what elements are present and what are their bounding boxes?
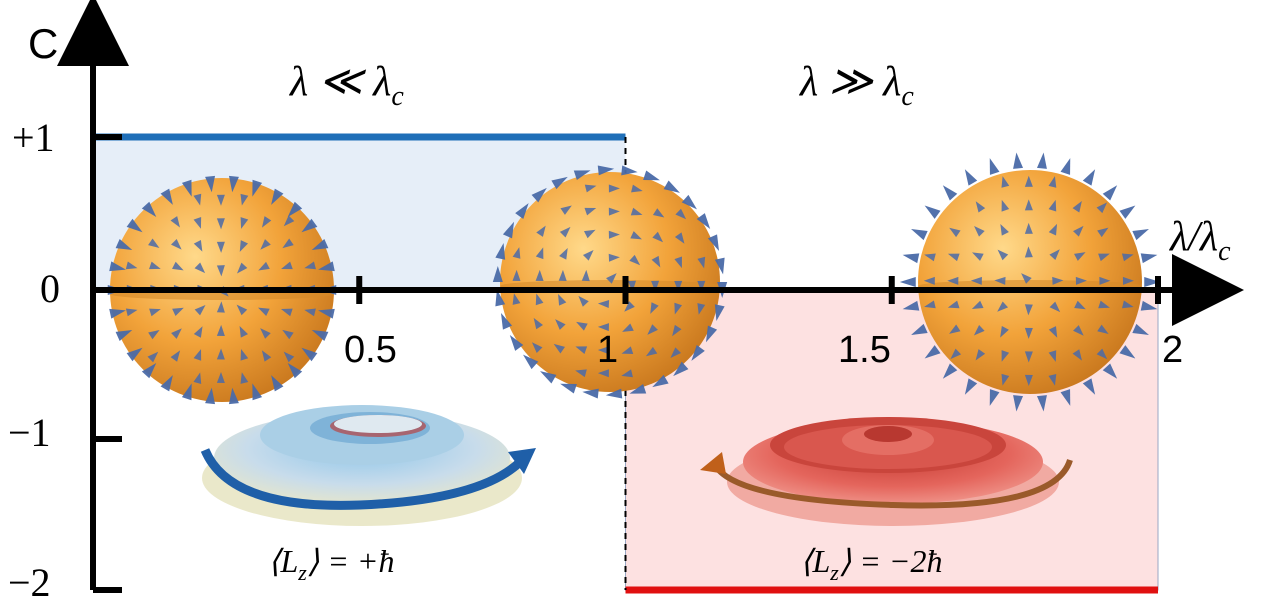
left-rotation-arrow	[200, 448, 524, 510]
y-tick-label-zero: 0	[40, 266, 60, 311]
x-tick-label-0.5: 0.5	[344, 329, 397, 371]
right-angular-momentum-label: ⟨Lz⟩ = −2ħ	[800, 543, 943, 585]
right-rotation-arrow	[712, 458, 1073, 509]
y-axis-label: C	[28, 20, 58, 67]
left-rotation-arrowhead	[508, 448, 536, 474]
region-left-label: λ ≪ λc	[288, 59, 404, 112]
y-tick-label-minus-two: −2	[8, 560, 51, 605]
x-axis-label: λ/λc	[1168, 214, 1231, 267]
y-tick-label-plus-one: +1	[12, 115, 55, 160]
skyrmion-spheres	[107, 152, 1161, 412]
right-rotation-arrowhead	[700, 452, 726, 474]
axis-ticks	[93, 134, 1161, 593]
left-angular-momentum-label: ⟨Lz⟩ = +ħ	[268, 543, 395, 585]
x-tick-label-2: 2	[1162, 329, 1183, 371]
sphere-middle	[492, 165, 728, 399]
sphere-right	[899, 152, 1161, 412]
x-tick-label-1.5: 1.5	[838, 329, 891, 371]
x-tick-label-1: 1	[597, 329, 618, 371]
y-tick-label-minus-one: −1	[8, 410, 51, 455]
region-right-label: λ ≫ λc	[798, 59, 914, 112]
